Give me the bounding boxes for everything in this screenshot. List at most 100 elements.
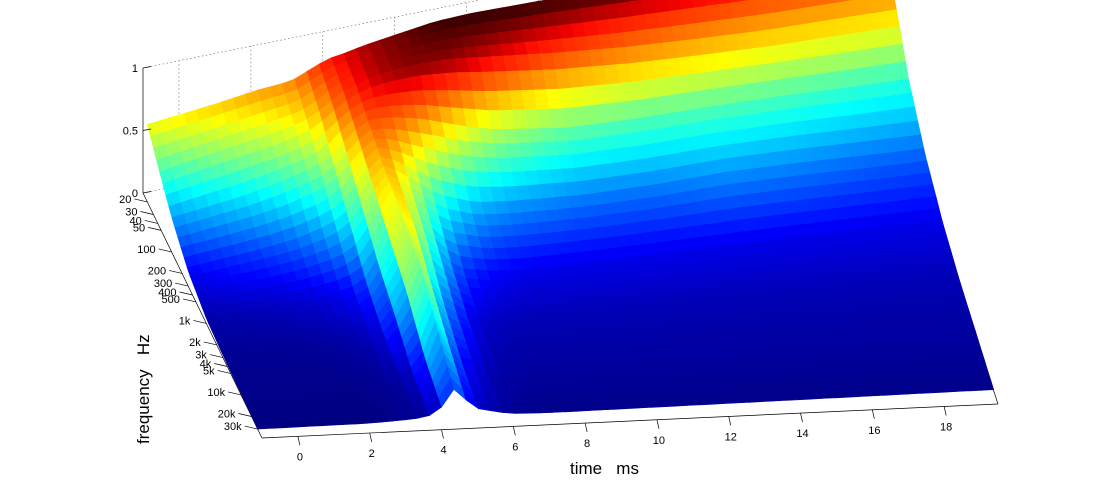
x-tick-mark [584,422,588,433]
x-tick-mark [943,406,947,416]
surface-patch [926,207,943,222]
surface-patch [895,78,913,96]
y-tick-mark [134,198,148,203]
y-tick-label: 30k [224,421,242,433]
surface-patch [911,148,928,163]
z-tick-mark [142,191,152,194]
surface-patch [902,106,919,123]
x-tick-label: 2 [369,448,375,460]
x-axis-ticks: 0 2 4 6 8 10 12 14 16 18 [297,406,952,463]
surface-patch [975,369,992,381]
surface-patch [899,92,916,109]
y-tick-mark [182,298,196,303]
x-tick-label: 18 [940,421,952,433]
surface-plot [146,0,995,430]
surface-patch [947,282,964,294]
x-tick-label: 12 [725,431,737,443]
y-tick-mark [158,248,172,253]
surface-patch [908,134,925,151]
y-tick-label: 20k [218,408,236,420]
x-axis-line [261,403,999,439]
y-axis-line [142,192,263,439]
y-tick-mark [144,220,158,224]
y-tick-label: 3k [195,350,207,362]
y-tick-mark [244,425,258,430]
y-axis-title: frequency Hz [134,334,153,444]
z-tick-label: 0 [132,188,138,200]
y-tick-mark [168,270,183,274]
surface-patch [971,360,988,372]
y-tick-mark [214,363,228,367]
x-tick-label: 8 [584,438,590,450]
surface-patch [965,340,982,352]
y-tick-label: 500 [162,294,180,306]
x-tick-label: 6 [512,441,518,453]
y-tick-mark [179,291,193,296]
y-tick-label: 30 [125,207,137,219]
y-tick-mark [217,370,231,374]
y-tick-label: 40 [130,215,142,227]
surface-patch [892,61,909,82]
y-tick-mark [193,320,207,324]
x-tick-mark [871,409,875,419]
y-tick-label: 4k [200,358,212,370]
surface-patch [950,292,967,304]
back-top-grid-line [142,0,482,69]
y-tick-mark [228,391,242,396]
x-tick-mark [369,432,373,443]
z-tick-mark [142,128,152,131]
y-tick-mark [209,354,224,358]
x-tick-label: 14 [796,428,808,440]
surface-patch [962,330,979,343]
x-tick-label: 4 [440,445,446,457]
y-tick-label: 400 [158,287,176,299]
surface-patch [886,26,903,47]
surface-patch [956,311,973,323]
x-tick-mark [441,429,444,439]
x-axis-title: time ms [570,459,639,478]
y-tick-mark [203,341,217,346]
x-tick-mark [728,416,732,426]
y-tick-label: 300 [154,278,172,290]
y-tick-label: 5k [203,365,215,377]
surface-patch [920,184,937,199]
y-tick-mark [148,227,162,231]
x-tick-mark [297,436,301,446]
surface-patch [938,251,955,264]
surface-patch [953,301,970,314]
surface-patch [914,160,931,175]
surface-patch [905,120,922,137]
surface-patch [935,240,952,254]
surface-patch [552,0,569,13]
surface-patch [917,172,934,187]
x-tick-mark [656,419,660,429]
x-tick-mark [800,413,803,423]
y-tick-label: 100 [137,244,155,256]
y-tick-label: 1k [179,315,191,327]
surface-patch [923,196,940,211]
surface-patch [889,43,906,64]
z-tick-mark [142,66,152,69]
z-tick-label: 0.5 [123,126,138,138]
x-tick-label: 16 [868,425,880,437]
y-tick-mark [175,282,189,287]
y-tick-label: 2k [189,337,201,349]
y-tick-mark [238,413,252,417]
surface-patch [941,261,958,275]
x-tick-label: 10 [653,435,665,447]
y-tick-label: 200 [148,265,166,277]
z-axis-ticks: 00.51 [123,63,152,200]
surface-patch [944,272,961,285]
surface-patch [883,9,900,29]
y-tick-label: 50 [133,222,145,234]
y-tick-label: 20 [119,194,131,206]
surface-patch [929,219,946,233]
surface-patch [978,379,995,391]
surface-patch [959,321,976,333]
z-tick-label: 1 [132,63,138,75]
y-tick-label: 10k [207,387,225,399]
y-tick-mark [140,211,154,215]
x-tick-mark [512,426,516,436]
